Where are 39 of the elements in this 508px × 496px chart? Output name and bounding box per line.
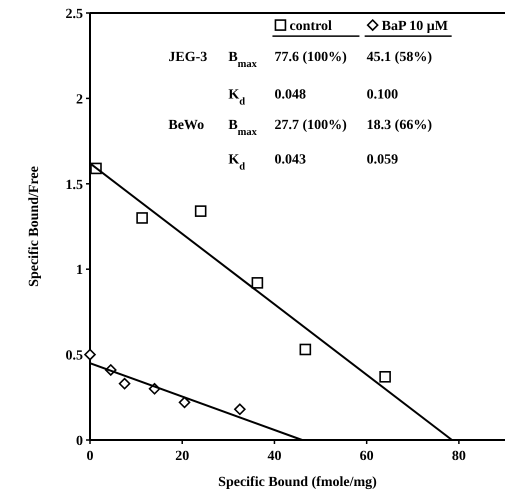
x-axis-title: Specific Bound (fmole/mg) <box>218 475 378 490</box>
annotation: K$_{d}$ <box>228 152 246 172</box>
x-tick-label: 40 <box>267 449 282 464</box>
annotation: 45.1 (58%) <box>366 50 432 65</box>
point <box>234 403 246 416</box>
point <box>300 344 312 356</box>
x-tick-label: 60 <box>360 449 374 464</box>
legend-label: BaP 10 μM <box>382 19 448 34</box>
x-tick-label: 20 <box>175 449 190 464</box>
x-tick-label: 80 <box>452 449 466 464</box>
point <box>136 212 148 224</box>
point <box>194 205 206 217</box>
annotation: K$_{d}$ <box>228 87 246 107</box>
annotation: 18.3 (66%) <box>366 118 432 134</box>
annotation: B$_{max}$ <box>228 118 258 138</box>
point <box>84 348 96 360</box>
annotation: JEG-3 <box>168 50 208 65</box>
point <box>379 371 391 383</box>
y-tick-label: 0.5 <box>66 348 83 364</box>
point <box>252 277 264 289</box>
x-tick-label: 0 <box>86 449 94 464</box>
y-axis-title: Specific Bound/Free <box>27 166 42 287</box>
y-tick-label: 2 <box>76 92 83 108</box>
annotation: 0.059 <box>366 152 398 168</box>
annotation: BeWo <box>168 118 204 134</box>
y-tick-label: 2.5 <box>66 7 83 22</box>
annotation: 77.6 (100%) <box>274 50 348 65</box>
annotation: B$_{max}$ <box>228 50 258 70</box>
y-tick-label: 1 <box>76 263 83 278</box>
y-tick-label: 1.5 <box>66 178 83 193</box>
point <box>90 162 102 174</box>
y-tick-label: 0 <box>76 434 83 449</box>
point <box>118 378 130 390</box>
annotation: 0.100 <box>366 87 398 102</box>
annotation: 27.7 (100%) <box>274 118 348 134</box>
point <box>178 396 190 408</box>
legend-label: control <box>289 19 332 34</box>
annotation: 0.043 <box>274 152 306 168</box>
annotation: 0.048 <box>274 87 306 102</box>
